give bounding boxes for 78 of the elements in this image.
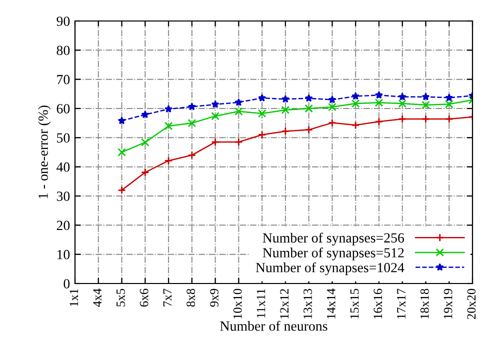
x-tick-label: 12x12 [280,289,288,319]
point [211,100,220,108]
point [234,107,243,116]
point [281,106,290,114]
point [422,114,430,124]
point [328,118,336,127]
point [328,96,336,104]
y-tick-label: 0 [64,279,70,288]
x-tick-label: 9x9 [210,288,218,307]
point [141,110,150,118]
point [445,94,454,102]
point [140,168,150,177]
x-tick-label: 11x11 [256,289,266,318]
point [118,148,126,156]
x-tick-label: 5x5 [116,288,125,306]
x-tick-label: 15x15 [350,288,359,319]
y-tick-label: 20 [56,220,70,230]
x-tick-label: 19x19 [444,288,452,319]
point [164,122,173,130]
point [304,126,313,134]
legend-label: Number of synapses=256 [262,232,404,246]
y-tick-label: 70 [57,74,70,84]
legend-label: Number of synapses=1024 [256,262,404,276]
legend-label: Number of synapses=512 [262,248,404,260]
point [351,120,360,130]
point [352,92,360,100]
point [164,104,173,113]
point [258,109,266,118]
x-tick-label: 14x14 [326,288,336,319]
x-tick-label: 17x17 [397,288,406,319]
y-tick-label: 40 [56,162,70,172]
point [234,98,243,106]
point [140,138,150,146]
x-tick-label: 18x18 [420,288,429,319]
x-tick-label: 6x6 [140,288,148,307]
x-tick-label: 16x16 [374,288,382,319]
x-tick-label: 20x20 [467,288,476,320]
point [258,94,266,102]
point [188,151,196,160]
point [281,95,290,103]
y-tick-label: 30 [56,192,70,201]
point [234,138,243,146]
point [422,100,430,110]
point [258,130,266,139]
y-axis-title: 1 - one-error (%) [38,106,51,198]
x-tick-label: 13x13 [304,288,312,319]
point [374,98,384,107]
point [211,112,220,120]
point [328,102,336,112]
y-tick-label: 90 [56,16,70,26]
y-tick-label: 10 [57,250,70,260]
point [374,90,383,99]
point [304,104,313,113]
point [398,92,406,100]
point [444,100,454,108]
point [118,186,126,194]
point [188,102,196,110]
y-tick-label: 60 [56,104,70,114]
point [164,156,173,165]
point [304,94,313,102]
x-tick-label: 10x10 [233,288,242,319]
x-tick-label: 1x1 [70,289,78,306]
x-axis-title: Number of neurons [220,320,328,331]
point [422,92,430,100]
y-tick-label: 80 [56,46,70,56]
point [398,99,407,108]
point [444,114,454,124]
point [211,138,220,146]
x-tick-label: 8x8 [186,288,196,307]
point [281,127,290,136]
point [118,116,126,124]
x-tick-label: 4x4 [93,288,102,307]
y-tick-label: 50 [57,133,70,143]
point [351,99,360,108]
point [188,118,196,128]
x-tick-label: 7x7 [163,288,172,306]
point [374,117,384,126]
point [398,114,407,124]
